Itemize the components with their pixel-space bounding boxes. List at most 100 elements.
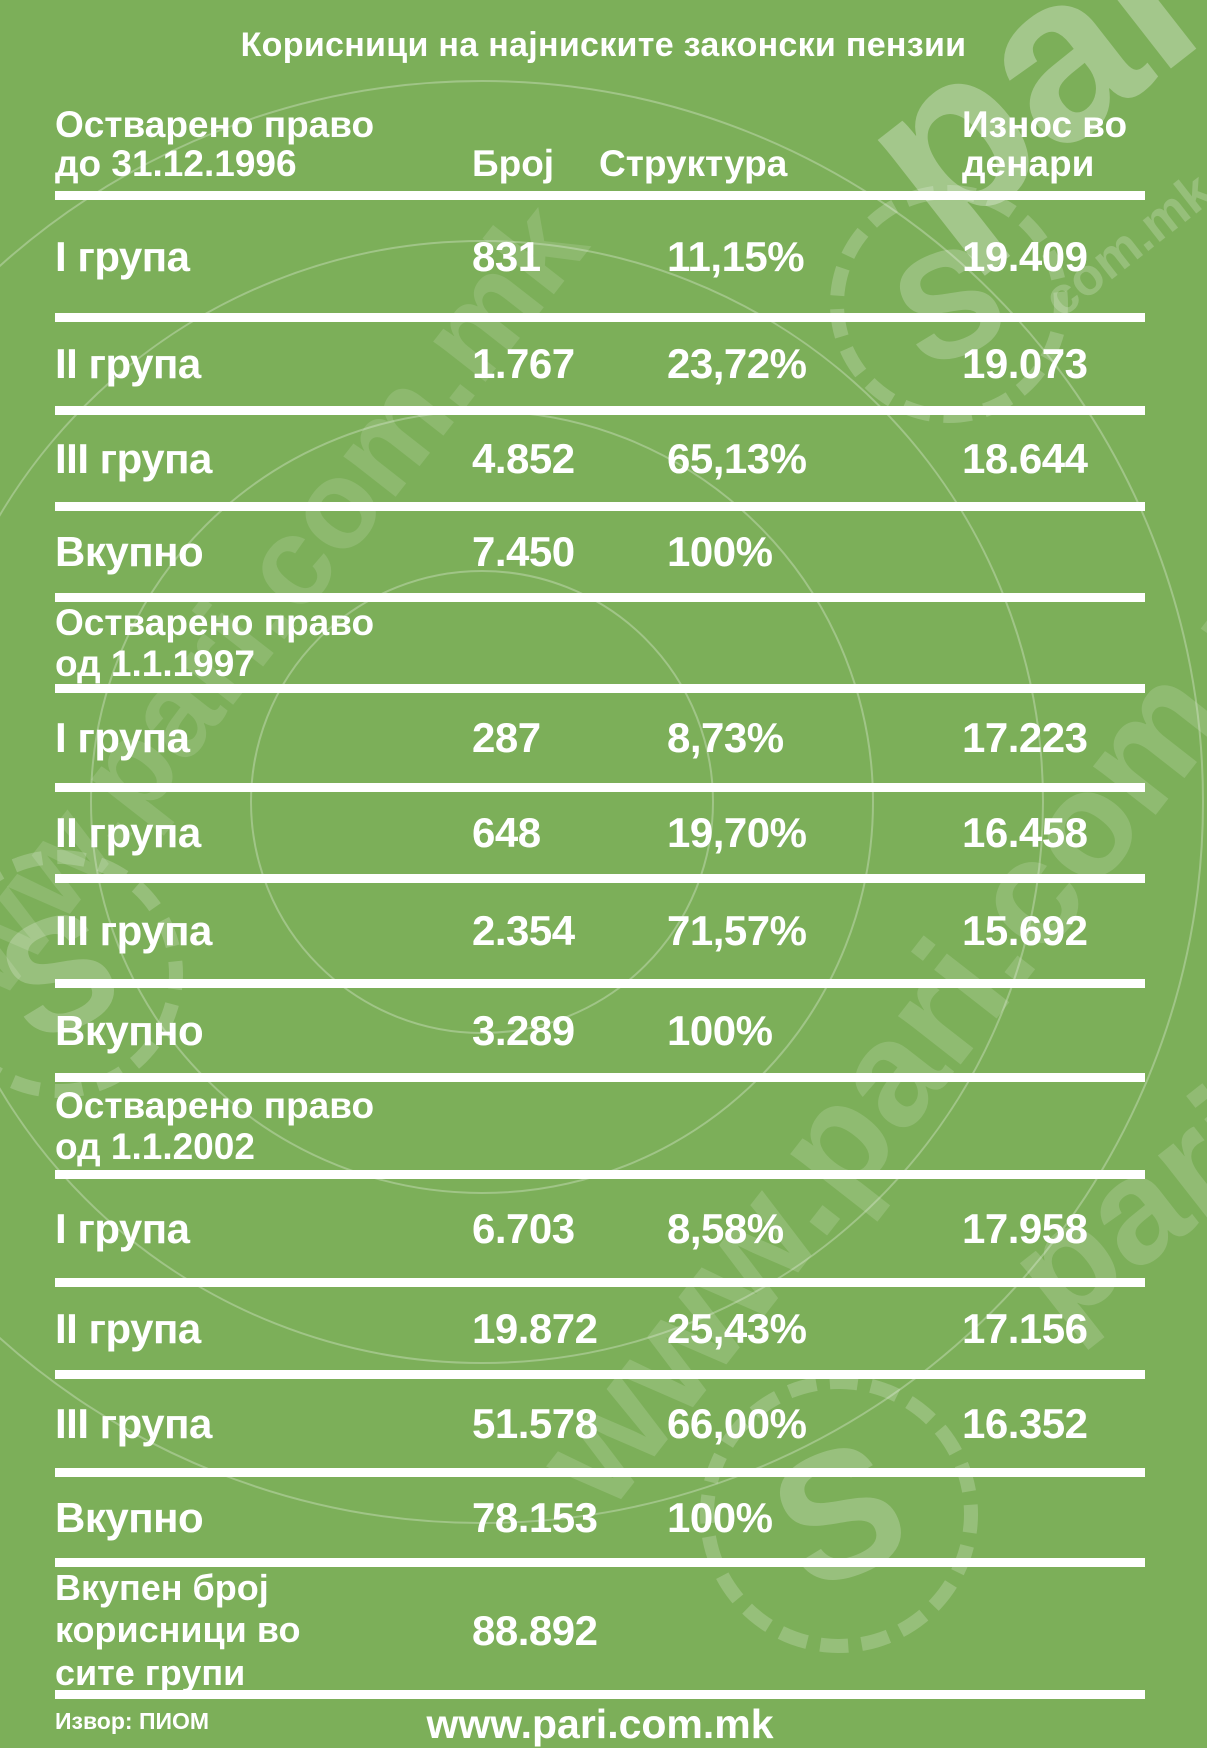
row-share: 8,58% bbox=[667, 1204, 784, 1252]
row-label: II група bbox=[55, 340, 201, 387]
section-header-line: од 1.1.2002 bbox=[55, 1126, 255, 1167]
row-share: 66,00% bbox=[667, 1399, 807, 1447]
grand-total-label-line: корисници во bbox=[55, 1609, 301, 1651]
row-divider bbox=[55, 1170, 1145, 1179]
row-count: 287 bbox=[472, 714, 541, 761]
section-header-line: Остварено право bbox=[55, 1084, 375, 1126]
row-amount: 17.223 bbox=[962, 714, 1088, 761]
row-label: III група bbox=[55, 1399, 212, 1447]
row-divider bbox=[55, 1278, 1145, 1287]
bottom-divider bbox=[55, 1690, 1145, 1699]
header-amount: Износ во денари bbox=[839, 103, 1145, 184]
table-row: I група 6.703 8,58% 17.958 bbox=[55, 1179, 1145, 1278]
source-note: Извор: ПИОМ bbox=[55, 1708, 210, 1734]
page-title: Корисници на најниските законски пензии bbox=[240, 26, 967, 64]
row-share: 100% bbox=[667, 1006, 773, 1054]
row-label: Вкупно bbox=[55, 1006, 204, 1054]
row-share: 11,15% bbox=[667, 232, 805, 280]
row-divider bbox=[55, 1468, 1145, 1477]
grand-total-label-line: Вкупен број bbox=[55, 1567, 269, 1608]
row-divider bbox=[55, 1558, 1145, 1567]
grand-total-label: Вкупен број корисници во сите групи bbox=[55, 1567, 450, 1694]
row-count: 19.872 bbox=[472, 1304, 598, 1352]
row-count: 6.703 bbox=[472, 1204, 575, 1252]
row-amount: 16.458 bbox=[962, 809, 1088, 856]
table-row: III група 2.354 71,57% 15.692 bbox=[55, 883, 1145, 979]
row-amount: 17.958 bbox=[962, 1204, 1088, 1252]
row-share: 100% bbox=[667, 528, 773, 575]
section-header-line: од 1.1.1997 bbox=[55, 643, 255, 684]
table-row: II група 648 19,70% 16.458 bbox=[55, 792, 1145, 874]
row-count: 4.852 bbox=[472, 434, 575, 482]
grand-total-label-line: сите групи bbox=[55, 1651, 246, 1693]
row-label: Вкупно bbox=[55, 528, 204, 575]
row-count: 78.153 bbox=[472, 1493, 598, 1541]
row-amount: 19.073 bbox=[962, 340, 1088, 387]
table-row: I група 831 11,15% 19.409 bbox=[55, 200, 1145, 313]
row-amount: 16.352 bbox=[962, 1399, 1088, 1447]
table-row: II група 19.872 25,43% 17.156 bbox=[55, 1287, 1145, 1370]
row-divider bbox=[55, 593, 1145, 602]
row-share: 65,13% bbox=[667, 434, 807, 482]
section-header-line: Остварено право bbox=[55, 601, 375, 643]
row-label: I група bbox=[55, 714, 190, 761]
row-label: Вкупно bbox=[55, 1493, 204, 1541]
table-header-row: Остварено право до 31.12.1996 Број Струк… bbox=[55, 100, 1145, 191]
row-share: 23,72% bbox=[667, 340, 807, 387]
row-share: 8,73% bbox=[667, 714, 784, 761]
pension-table: Остварено право до 31.12.1996 Број Струк… bbox=[55, 100, 1145, 1747]
row-amount: 18.644 bbox=[962, 434, 1088, 482]
header-structure: Структура bbox=[599, 142, 788, 184]
section-header-1997: Остварено право од 1.1.1997 bbox=[55, 602, 1145, 684]
row-divider bbox=[55, 1073, 1145, 1082]
header-line: до 31.12.1996 bbox=[55, 142, 297, 184]
row-label: II група bbox=[55, 1304, 201, 1352]
header-period-1996: Остварено право до 31.12.1996 bbox=[55, 103, 450, 184]
row-label: I група bbox=[55, 1204, 190, 1252]
row-share: 19,70% bbox=[667, 809, 807, 856]
table-total-row: Вкупно 3.289 100% bbox=[55, 988, 1145, 1073]
row-label: II група bbox=[55, 809, 201, 856]
header-line: Износ во bbox=[962, 103, 1128, 145]
row-divider bbox=[55, 191, 1145, 200]
header-line: денари bbox=[962, 142, 1095, 184]
row-label: III група bbox=[55, 434, 212, 482]
row-share: 100% bbox=[667, 1493, 773, 1541]
table-row: I група 287 8,73% 17.223 bbox=[55, 693, 1145, 783]
section-header-2002: Остварено право од 1.1.2002 bbox=[55, 1082, 1145, 1170]
row-divider bbox=[55, 1370, 1145, 1379]
row-label: I група bbox=[55, 232, 190, 280]
row-amount: 15.692 bbox=[962, 907, 1088, 954]
row-count: 1.767 bbox=[472, 340, 575, 387]
table-row: III група 51.578 66,00% 16.352 bbox=[55, 1379, 1145, 1468]
table-row: III група 4.852 65,13% 18.644 bbox=[55, 415, 1145, 502]
table-total-row: Вкупно 7.450 100% bbox=[55, 511, 1145, 593]
row-divider bbox=[55, 979, 1145, 988]
row-share: 25,43% bbox=[667, 1304, 807, 1352]
row-share: 71,57% bbox=[667, 907, 807, 954]
row-divider bbox=[55, 313, 1145, 322]
row-amount: 17.156 bbox=[962, 1304, 1088, 1352]
header-count: Број bbox=[472, 142, 555, 184]
row-amount: 19.409 bbox=[962, 232, 1088, 280]
row-divider bbox=[55, 874, 1145, 883]
row-count: 2.354 bbox=[472, 907, 575, 954]
row-divider bbox=[55, 783, 1145, 792]
row-divider bbox=[55, 684, 1145, 693]
grand-total-value: 88.892 bbox=[472, 1606, 598, 1654]
row-count: 51.578 bbox=[472, 1399, 598, 1447]
row-label: III група bbox=[55, 907, 212, 954]
row-count: 831 bbox=[472, 232, 541, 280]
row-count: 648 bbox=[472, 809, 541, 856]
row-count: 3.289 bbox=[472, 1006, 575, 1054]
table-total-row: Вкупно 78.153 100% bbox=[55, 1477, 1145, 1558]
table-row: II група 1.767 23,72% 19.073 bbox=[55, 322, 1145, 406]
row-count: 7.450 bbox=[472, 528, 575, 575]
grand-total-row: Вкупен број корисници во сите групи 88.8… bbox=[55, 1567, 1145, 1693]
header-line: Остварено право bbox=[55, 103, 375, 145]
row-divider bbox=[55, 502, 1145, 511]
footer: Извор: ПИОМ www.pari.com.mk bbox=[55, 1699, 1145, 1747]
website-link[interactable]: www.pari.com.mk bbox=[426, 1701, 774, 1747]
row-divider bbox=[55, 406, 1145, 415]
